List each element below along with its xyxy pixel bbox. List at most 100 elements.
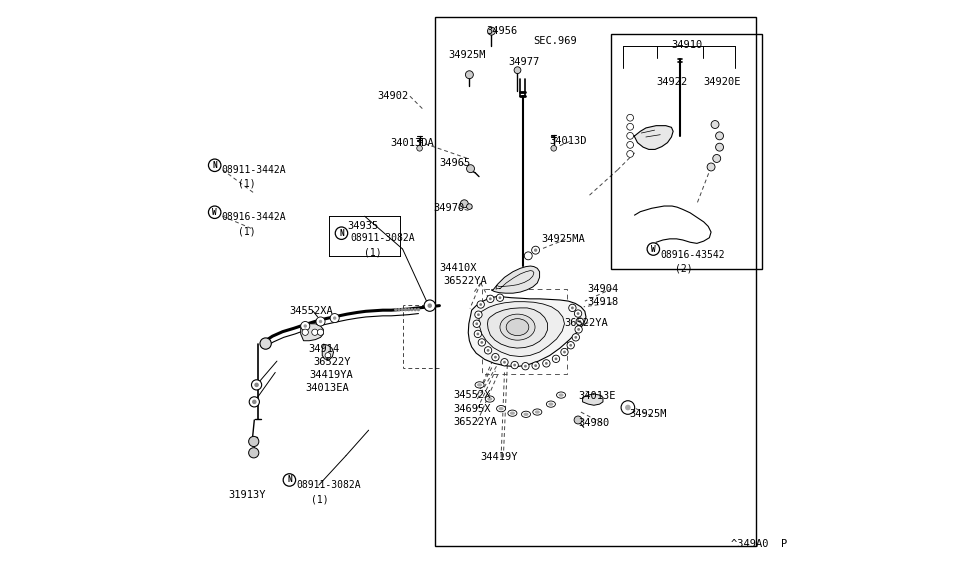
Circle shape [503, 361, 506, 364]
Text: 34918: 34918 [587, 297, 618, 307]
Circle shape [647, 243, 659, 255]
Circle shape [303, 324, 307, 328]
Circle shape [401, 308, 404, 311]
Ellipse shape [510, 411, 515, 415]
Circle shape [250, 397, 259, 407]
Circle shape [318, 329, 324, 335]
Circle shape [511, 362, 519, 369]
Circle shape [625, 405, 631, 410]
Text: 34925M: 34925M [629, 409, 667, 419]
Circle shape [473, 320, 481, 327]
Text: 34410X: 34410X [440, 263, 477, 273]
Circle shape [487, 295, 494, 302]
Circle shape [716, 132, 723, 140]
Circle shape [578, 320, 581, 323]
Circle shape [571, 307, 574, 309]
Text: 34910: 34910 [672, 40, 703, 50]
Circle shape [335, 227, 348, 239]
Circle shape [532, 362, 539, 370]
Polygon shape [634, 126, 673, 149]
Ellipse shape [522, 411, 530, 418]
Circle shape [487, 349, 489, 351]
Text: 36522Y: 36522Y [314, 357, 351, 367]
Circle shape [491, 353, 499, 361]
Circle shape [552, 355, 560, 363]
Ellipse shape [506, 319, 528, 336]
Circle shape [249, 436, 258, 447]
Circle shape [424, 300, 436, 311]
Circle shape [394, 308, 398, 311]
Circle shape [555, 358, 558, 360]
Circle shape [460, 200, 468, 208]
Circle shape [498, 297, 501, 299]
Circle shape [325, 353, 331, 358]
Circle shape [481, 341, 484, 344]
Bar [611, 34, 762, 269]
Ellipse shape [477, 383, 482, 387]
Circle shape [475, 311, 482, 318]
Text: 08911-3082A: 08911-3082A [351, 233, 415, 243]
Text: 34552XA: 34552XA [290, 306, 333, 316]
Circle shape [488, 298, 491, 301]
Circle shape [576, 318, 583, 325]
Polygon shape [488, 308, 548, 348]
Circle shape [283, 474, 295, 486]
Circle shape [713, 155, 721, 162]
Text: 34970: 34970 [434, 203, 465, 213]
Ellipse shape [548, 402, 554, 406]
Circle shape [522, 363, 529, 370]
Circle shape [494, 356, 497, 359]
Circle shape [627, 151, 634, 157]
Circle shape [416, 145, 422, 151]
Text: 36522YA: 36522YA [453, 417, 497, 427]
Circle shape [485, 346, 491, 354]
Text: 36522YA: 36522YA [564, 318, 607, 328]
Text: W: W [213, 208, 217, 217]
Circle shape [477, 301, 485, 308]
Text: 34419YA: 34419YA [309, 370, 353, 380]
Text: 08911-3442A: 08911-3442A [221, 165, 286, 175]
Bar [436, 17, 757, 546]
Ellipse shape [486, 396, 494, 402]
Circle shape [316, 317, 325, 326]
Text: 34695X: 34695X [453, 404, 491, 414]
Circle shape [331, 314, 339, 323]
Ellipse shape [475, 381, 485, 388]
Ellipse shape [557, 392, 565, 398]
Circle shape [572, 333, 579, 341]
Text: 34935: 34935 [347, 221, 378, 231]
Text: 34552X: 34552X [453, 390, 491, 400]
Circle shape [513, 364, 516, 367]
Circle shape [514, 67, 521, 74]
Text: 34925MA: 34925MA [541, 234, 585, 245]
Circle shape [561, 348, 568, 356]
Circle shape [531, 246, 539, 254]
Circle shape [567, 341, 574, 349]
Text: 34013E: 34013E [578, 391, 615, 401]
Circle shape [254, 383, 258, 387]
Circle shape [534, 365, 537, 367]
Circle shape [249, 448, 258, 458]
Circle shape [627, 142, 634, 148]
Circle shape [575, 325, 582, 333]
Ellipse shape [500, 314, 535, 340]
Text: 34419Y: 34419Y [480, 452, 518, 462]
Ellipse shape [534, 410, 540, 414]
Circle shape [496, 294, 504, 301]
Circle shape [474, 331, 482, 337]
Circle shape [300, 321, 310, 331]
Circle shape [545, 362, 548, 365]
Circle shape [478, 338, 486, 346]
Circle shape [574, 416, 582, 424]
Circle shape [568, 305, 576, 311]
Text: W: W [651, 245, 655, 254]
Circle shape [252, 380, 261, 390]
Text: (1): (1) [311, 494, 329, 504]
Circle shape [627, 123, 634, 130]
Circle shape [476, 323, 478, 325]
Text: (1): (1) [239, 226, 256, 237]
Circle shape [569, 344, 572, 346]
Circle shape [488, 27, 495, 35]
Circle shape [467, 204, 472, 209]
Circle shape [525, 252, 532, 260]
